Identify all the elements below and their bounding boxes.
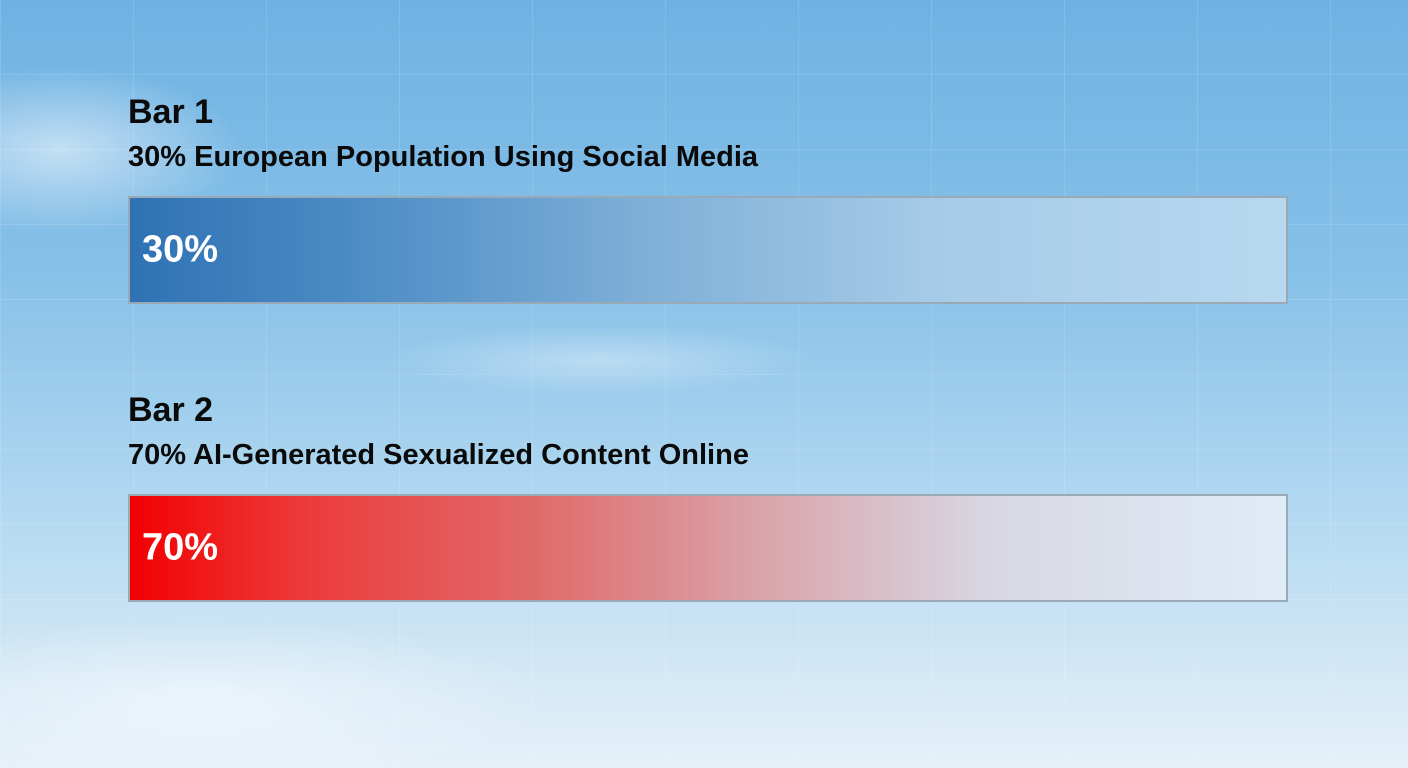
bar-2-label: 70% AI-Generated Sexualized Content Onli… [128,439,749,471]
bar-1-label: 30% European Population Using Social Med… [128,141,759,173]
bar-1-value-label: 30% [142,228,219,271]
bar-1-group: Bar 1 30% European Population Using Soci… [128,92,1288,304]
bar-2-value-label: 70% [142,526,219,569]
bar-1-track: 30% [128,196,1288,304]
bar-2-group: Bar 2 70% AI-Generated Sexualized Conten… [128,390,1288,602]
bar-2-track: 70% [128,494,1288,602]
bar-2-title: Bar 2 [128,391,214,429]
bar-1-fill [130,198,1286,302]
bar-2-fill [130,496,1286,600]
bar-1-title: Bar 1 [128,93,214,131]
